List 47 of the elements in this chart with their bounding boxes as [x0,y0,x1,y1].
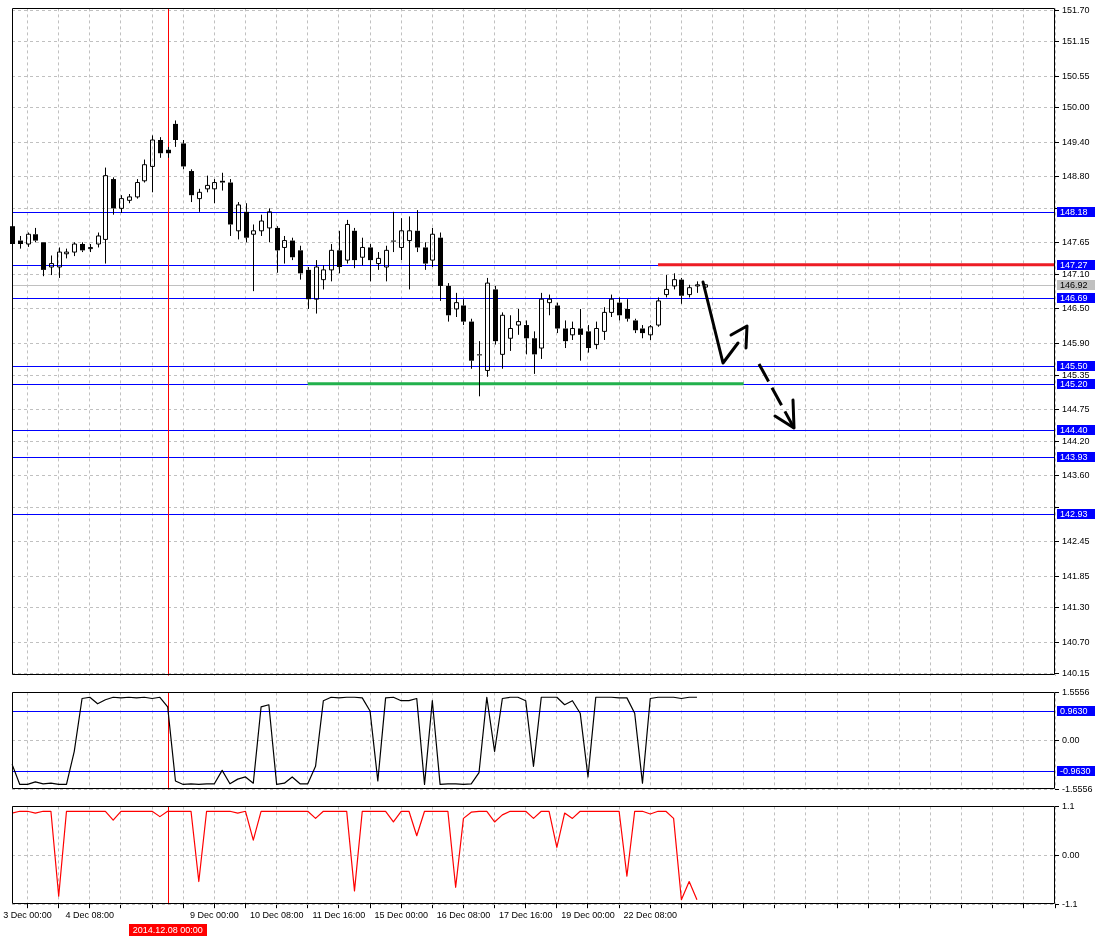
y-tick-label: 0.00 [1062,735,1080,746]
y-tick-label: 141.85 [1062,570,1090,581]
y-tick-label: 0.00 [1062,849,1080,860]
x-tick-label: 15 Dec 00:00 [374,910,428,921]
x-tick-label: 11 Dec 16:00 [312,910,366,921]
x-tick-label: 16 Dec 08:00 [436,910,491,921]
y-tick-label: 151.15 [1062,36,1090,47]
y-tick-label: 141.30 [1062,602,1090,613]
y-tick-label: 140.15 [1062,668,1090,679]
ref-line-label: 146.69 [1060,292,1088,303]
y-tick-label: 146.50 [1062,303,1090,314]
ref-line-label: 145.20 [1060,378,1088,389]
y-tick-label: 150.00 [1062,102,1090,113]
y-tick-label: 150.55 [1062,70,1090,81]
y-tick-label: 144.75 [1062,404,1090,415]
y-tick-label: 1.5556 [1062,686,1090,697]
x-tick-label: 22 Dec 08:00 [623,910,678,921]
x-tick-label: 17 Dec 16:00 [498,910,553,921]
x-tick-label: 2014.12.08 00:00 [132,924,203,935]
y-tick-label: -1.1 [1062,898,1078,909]
y-tick-label: 147.10 [1062,268,1090,279]
x-tick-label: 10 Dec 08:00 [249,910,304,921]
ref-line-label: 146.92 [1060,279,1088,290]
y-tick-label: 145.35 [1062,369,1090,380]
ref-line-label: 147.27 [1060,259,1088,270]
ref-line-label: 142.93 [1060,508,1088,519]
x-tick-label: 19 Dec 00:00 [561,910,615,921]
y-tick-label: 145.90 [1062,337,1090,348]
ref-line-label: 145.50 [1060,360,1088,371]
ref-line-label: 148.18 [1060,206,1088,217]
y-tick-label: 143.60 [1062,470,1090,481]
ref-line-label: 143.93 [1060,451,1088,462]
y-tick-label: 144.20 [1062,435,1090,446]
y-tick-label: 1.1 [1062,800,1075,811]
ref-line-label: 0.9630 [1060,705,1088,716]
y-tick-label: 142.45 [1062,536,1090,547]
y-tick-label: 140.70 [1062,636,1090,647]
y-tick-label: 151.70 [1062,4,1090,15]
y-tick-label: 148.80 [1062,171,1090,182]
y-tick-label: -1.5556 [1062,784,1093,795]
x-tick-label: 4 Dec 08:00 [65,910,115,921]
ref-line-label: -0.9630 [1060,765,1091,776]
ref-line-label: 144.40 [1060,424,1088,435]
y-tick-label: 147.65 [1062,237,1090,248]
x-tick-label: 9 Dec 00:00 [190,910,239,921]
x-tick-label: 3 Dec 00:00 [3,910,52,921]
y-tick-label: 149.40 [1062,136,1090,147]
